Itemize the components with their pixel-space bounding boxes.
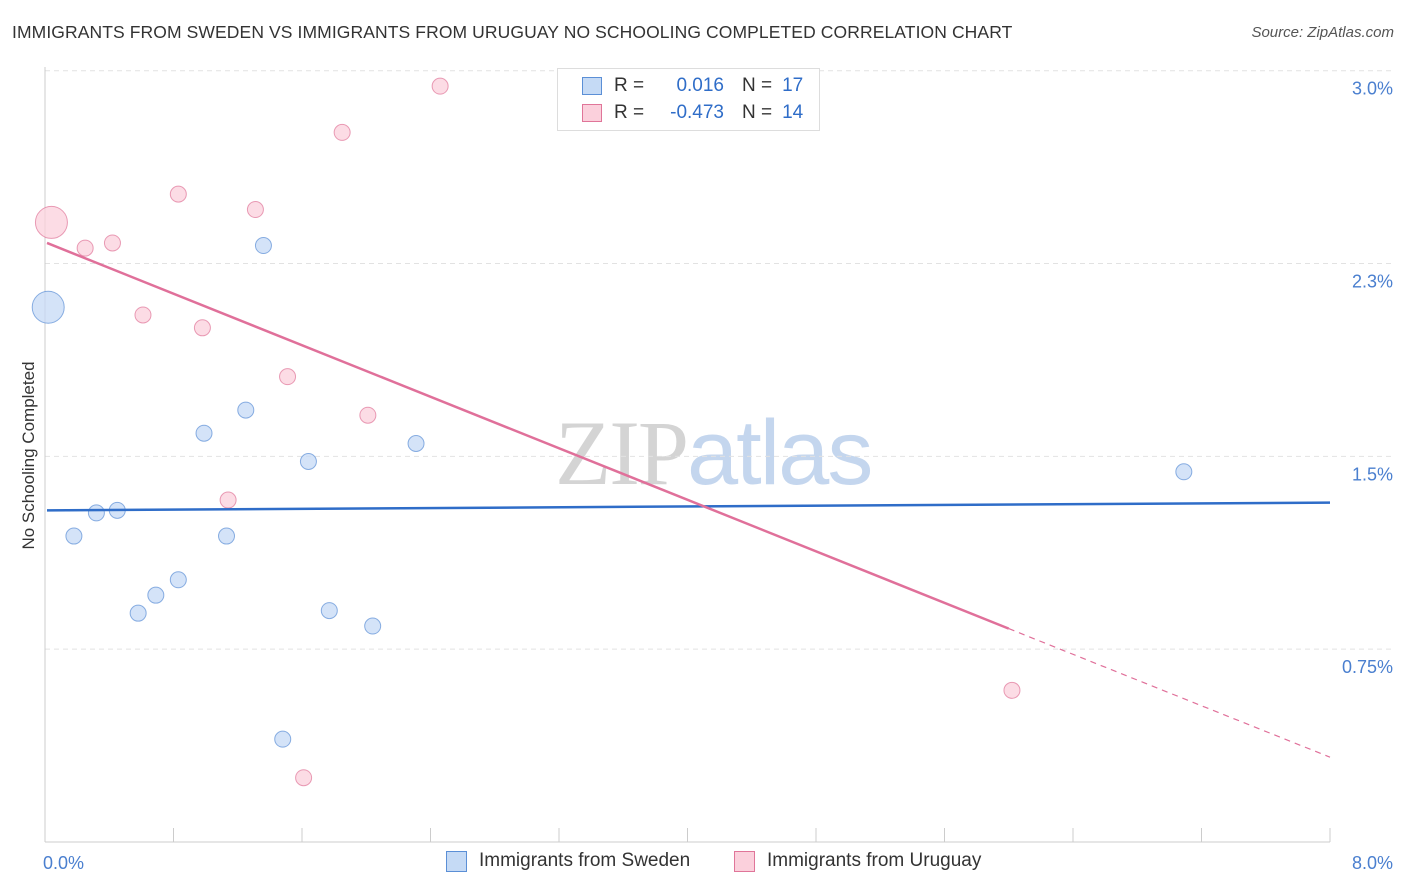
uruguay-point xyxy=(76,239,94,257)
legend-label-uruguay: Immigrants from Uruguay xyxy=(767,850,982,871)
source-credit: Source: ZipAtlas.com xyxy=(1251,24,1394,41)
stats-legend: R = 0.016 N = 17 R = -0.473 N = 14 xyxy=(557,68,820,131)
sweden-point xyxy=(274,730,292,748)
sweden-point xyxy=(147,586,165,604)
y-axis-title: No Schooling Completed xyxy=(19,361,38,549)
uruguay-point xyxy=(34,205,68,239)
uruguay-trendline-extension xyxy=(1008,628,1331,758)
legend-label-sweden: Immigrants from Sweden xyxy=(479,850,691,871)
uruguay-point xyxy=(103,234,121,252)
sweden-point xyxy=(169,571,187,589)
sweden-point xyxy=(65,527,83,545)
legend-item-uruguay[interactable]: Immigrants from Uruguay xyxy=(734,850,981,872)
y-tick-label: 3.0% xyxy=(1352,79,1393,99)
uruguay-point xyxy=(279,368,297,386)
uruguay-swatch xyxy=(582,104,602,122)
uruguay-point xyxy=(169,185,187,203)
x-tick-label: 8.0% xyxy=(1352,853,1393,873)
sweden-legend-swatch xyxy=(446,850,467,872)
uruguay-point xyxy=(134,306,152,324)
n-value: 14 xyxy=(782,102,804,123)
stats-row-sweden: R = 0.016 N = 17 xyxy=(582,74,803,98)
sweden-point xyxy=(299,452,317,470)
uruguay-point xyxy=(193,319,211,337)
uruguay-point xyxy=(359,406,377,424)
r-value: -0.473 xyxy=(670,102,724,123)
y-tick-label: 2.3% xyxy=(1352,272,1393,292)
sweden-point xyxy=(31,290,65,324)
n-label: N = xyxy=(742,102,773,123)
sweden-point xyxy=(254,237,272,255)
uruguay-point xyxy=(219,491,237,509)
sweden-point xyxy=(320,602,338,620)
chart-title: IMMIGRANTS FROM SWEDEN VS IMMIGRANTS FRO… xyxy=(12,22,1013,42)
stats-row-uruguay: R = -0.473 N = 14 xyxy=(582,101,803,125)
sweden-point xyxy=(237,401,255,419)
sweden-point xyxy=(218,527,236,545)
r-label: R = xyxy=(614,75,645,96)
y-tick-label: 0.75% xyxy=(1342,657,1393,677)
series-legend: Immigrants from Sweden Immigrants from U… xyxy=(0,850,1406,878)
y-tick-label: 1.5% xyxy=(1352,464,1393,484)
sweden-point xyxy=(195,424,213,442)
r-label: R = xyxy=(614,102,645,123)
n-value: 17 xyxy=(782,75,804,96)
n-label: N = xyxy=(742,75,773,96)
sweden-swatch xyxy=(582,77,602,95)
r-value: 0.016 xyxy=(676,75,724,96)
sweden-point xyxy=(364,617,382,635)
uruguay-legend-swatch xyxy=(734,850,755,872)
sweden-point xyxy=(1175,463,1193,481)
sweden-point xyxy=(87,504,105,522)
x-tick-label: 0.0% xyxy=(43,853,84,873)
uruguay-point xyxy=(1003,681,1021,699)
uruguay-trendline xyxy=(46,241,1010,630)
legend-item-sweden[interactable]: Immigrants from Sweden xyxy=(446,850,690,872)
uruguay-point xyxy=(295,769,313,787)
sweden-point xyxy=(129,604,147,622)
sweden-trendline xyxy=(46,501,1331,512)
sweden-point xyxy=(407,435,425,452)
uruguay-point xyxy=(246,201,264,219)
uruguay-point xyxy=(431,77,449,95)
uruguay-point xyxy=(333,123,351,141)
